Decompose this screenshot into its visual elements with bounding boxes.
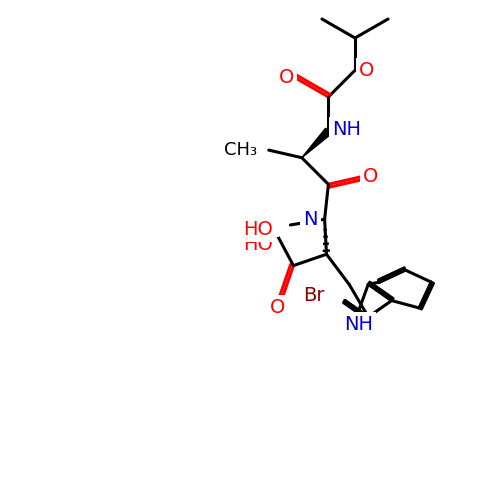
Text: O: O (360, 61, 374, 80)
Text: O: O (278, 68, 294, 87)
Text: CH₃: CH₃ (224, 141, 256, 159)
Text: HO: HO (242, 235, 272, 254)
Text: N: N (304, 210, 318, 229)
Text: O: O (363, 167, 378, 186)
Text: NH: NH (344, 315, 374, 334)
Text: CH₃: CH₃ (244, 216, 276, 234)
Text: O: O (270, 298, 285, 317)
Polygon shape (302, 128, 331, 158)
Text: HO: HO (244, 220, 273, 238)
Text: Br: Br (304, 286, 325, 305)
Text: NH: NH (332, 120, 361, 139)
